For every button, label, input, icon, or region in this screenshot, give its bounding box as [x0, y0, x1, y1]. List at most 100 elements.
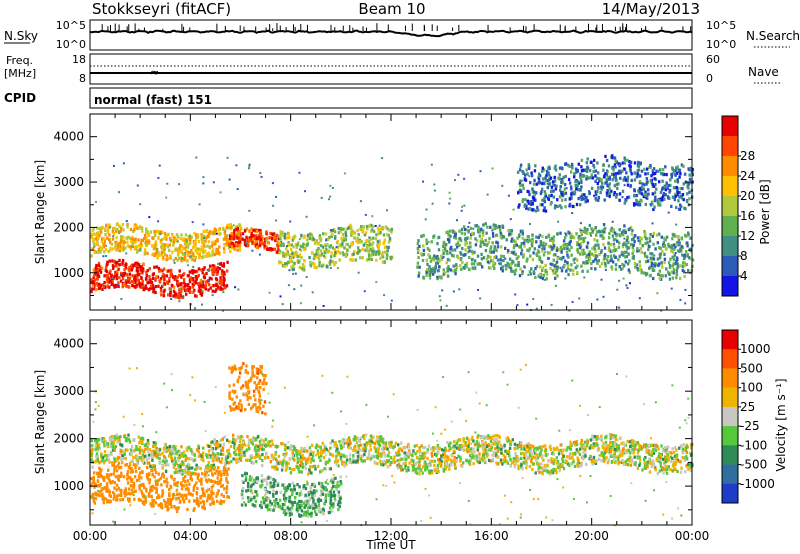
- data-cell: [675, 260, 678, 264]
- data-cell: [103, 478, 106, 482]
- data-cell: [646, 167, 649, 171]
- data-cell: [222, 247, 226, 251]
- data-cell: [339, 443, 342, 447]
- data-cell: [159, 268, 163, 272]
- data-cell: [298, 238, 301, 241]
- data-cell: [509, 218, 512, 221]
- data-cell: [166, 234, 169, 238]
- data-cell: [576, 250, 580, 254]
- data-cell: [433, 183, 436, 186]
- data-cell: [273, 499, 276, 503]
- data-cell: [265, 482, 269, 486]
- data-cell: [122, 162, 125, 165]
- data-cell: [206, 254, 210, 258]
- data-cell: [646, 255, 649, 259]
- data-cell: [111, 237, 115, 241]
- data-cell: [297, 241, 300, 245]
- data-cell: [542, 266, 545, 270]
- data-cell: [507, 194, 510, 197]
- data-cell: [192, 290, 195, 294]
- data-cell: [204, 287, 207, 291]
- data-cell: [349, 258, 352, 262]
- data-cell: [172, 496, 175, 500]
- data-cell: [241, 232, 245, 236]
- data-cell: [236, 446, 239, 451]
- data-cell: [134, 261, 137, 265]
- data-cell: [350, 231, 353, 235]
- data-cell: [661, 249, 664, 253]
- data-cell: [333, 493, 337, 498]
- data-cell: [304, 459, 308, 463]
- data-cell: [179, 237, 182, 241]
- data-cell: [102, 496, 105, 501]
- data-cell: [675, 242, 678, 246]
- data-cell: [436, 254, 439, 259]
- data-cell: [295, 245, 298, 249]
- data-cell: [261, 483, 264, 487]
- data-cell: [685, 443, 688, 447]
- data-cell: [140, 476, 143, 480]
- data-cell: [225, 284, 229, 288]
- data-cell: [489, 247, 492, 251]
- data-cell: [341, 233, 345, 237]
- data-cell: [493, 266, 496, 270]
- data-cell: [225, 237, 228, 241]
- data-cell: [490, 245, 493, 249]
- data-cell: [146, 465, 149, 470]
- data-cell: [111, 463, 114, 467]
- data-cell: [361, 230, 364, 234]
- data-cell: [582, 229, 585, 233]
- data-cell: [440, 257, 443, 261]
- data-cell: [538, 446, 542, 450]
- data-cell: [366, 258, 369, 262]
- data-cell: [344, 232, 347, 235]
- data-cell: [174, 237, 178, 241]
- data-cell: [541, 244, 544, 248]
- data-cell: [169, 274, 172, 278]
- data-cell: [603, 256, 606, 260]
- data-cell: [158, 279, 161, 283]
- data-cell: [338, 504, 341, 509]
- data-cell: [573, 262, 576, 264]
- data-cell: [648, 266, 651, 270]
- data-cell: [196, 235, 200, 239]
- data-cell: [307, 503, 310, 507]
- nsky-label: N.Sky: [4, 29, 38, 43]
- data-cell: [328, 506, 332, 510]
- data-cell: [560, 257, 563, 261]
- data-cell: [93, 471, 96, 475]
- data-cell: [651, 182, 654, 186]
- data-cell: [441, 255, 444, 260]
- data-cell: [226, 260, 229, 264]
- data-cell: [276, 483, 280, 487]
- data-cell: [610, 189, 613, 193]
- data-cell: [105, 270, 109, 274]
- data-cell: [252, 241, 256, 246]
- data-cell: [621, 245, 625, 249]
- data-cell: [124, 281, 128, 285]
- data-cell: [295, 491, 298, 496]
- data-cell: [113, 481, 117, 485]
- data-cell: [215, 247, 218, 251]
- data-cell: [354, 258, 357, 262]
- data-cell: [150, 286, 154, 290]
- data-cell: [94, 266, 98, 270]
- data-cell: [164, 504, 167, 509]
- data-cell: [592, 259, 595, 263]
- data-cell: [386, 249, 389, 253]
- data-cell: [612, 172, 615, 176]
- data-cell: [622, 178, 625, 182]
- data-cell: [112, 472, 115, 476]
- data-cell: [176, 275, 179, 279]
- data-cell: [195, 269, 199, 273]
- data-cell: [433, 189, 436, 192]
- data-cell: [223, 243, 226, 247]
- data-cell: [116, 284, 119, 286]
- data-cell: [554, 187, 558, 191]
- data-cell: [154, 479, 157, 483]
- data-cell: [129, 264, 133, 268]
- data-cell: [546, 186, 549, 190]
- data-cell: [241, 237, 244, 241]
- data-cell: [185, 258, 188, 262]
- data-cell: [251, 234, 254, 238]
